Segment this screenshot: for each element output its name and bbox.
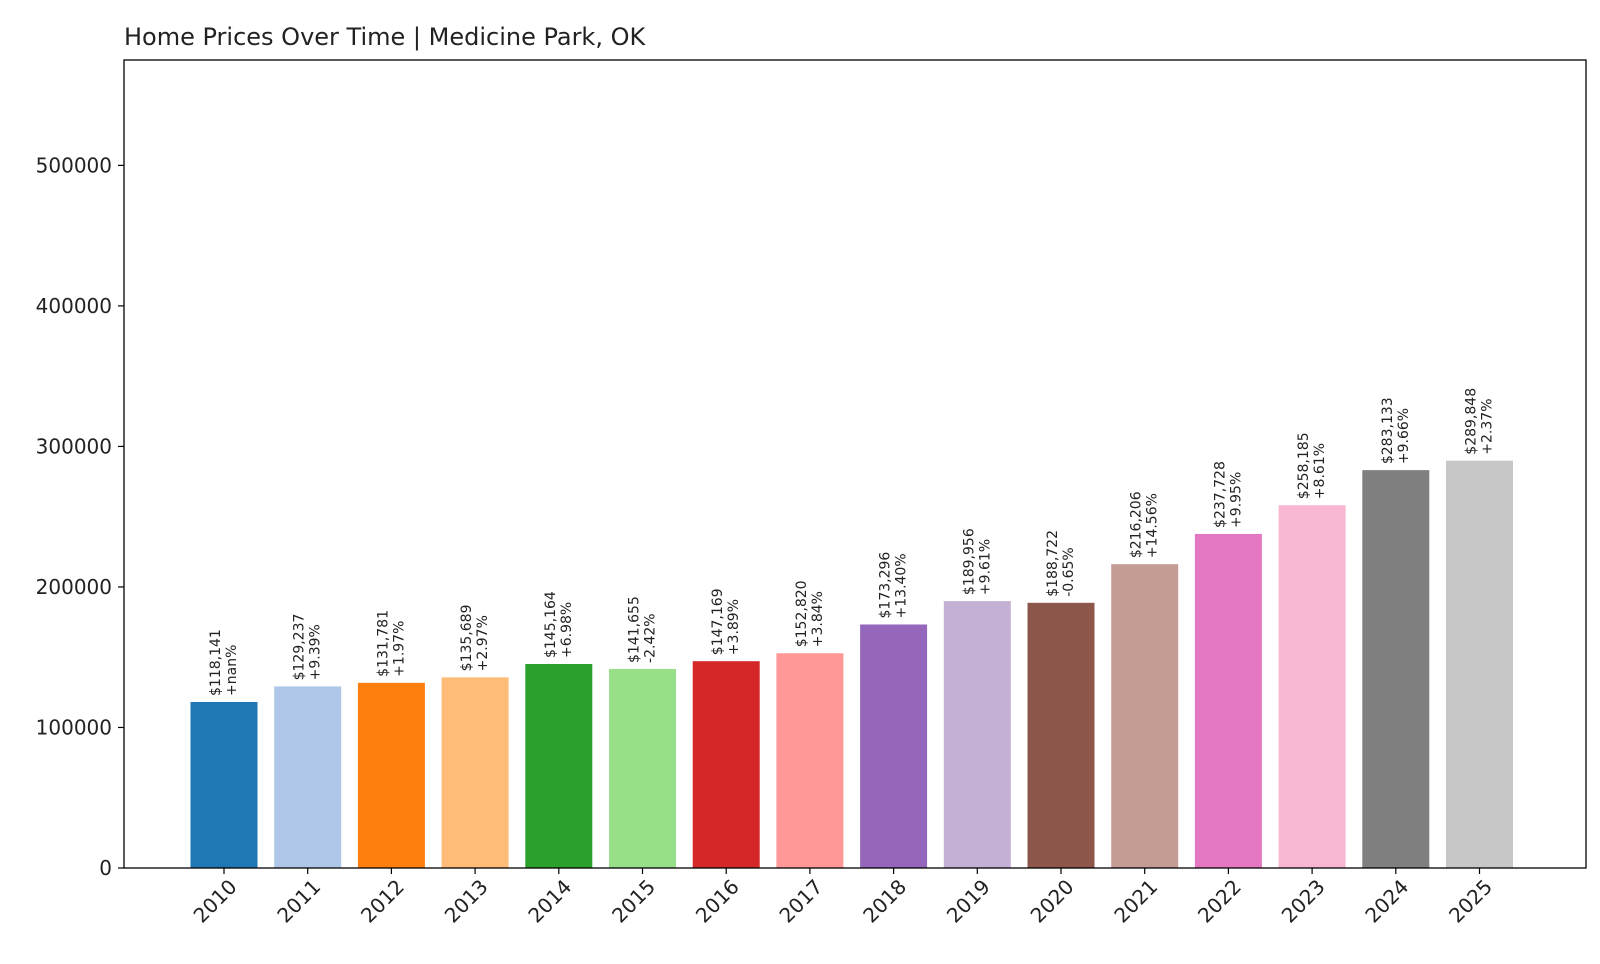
- y-tick-label: 200000: [36, 575, 112, 599]
- data-label-2012: $131,781 +1.97%: [375, 610, 407, 677]
- x-tick-label: 2022: [1193, 875, 1246, 928]
- change-label: +9.66%: [1396, 408, 1412, 464]
- x-tick-label: 2012: [356, 875, 409, 928]
- price-label: $216,206: [1129, 491, 1145, 558]
- bar-2018: [860, 624, 928, 868]
- price-label: $131,781: [375, 610, 391, 677]
- change-label: +2.37%: [1480, 398, 1496, 454]
- bar-2016: [692, 661, 760, 868]
- y-tick-label: 0: [99, 856, 112, 880]
- change-label: +3.89%: [726, 599, 742, 655]
- x-tick-label: 2020: [1026, 875, 1079, 928]
- bar-2010: [190, 701, 258, 868]
- x-tick-label: 2024: [1360, 875, 1413, 928]
- data-label-2010: $118,141 +nan%: [208, 629, 240, 696]
- y-tick-label: 100000: [36, 715, 112, 739]
- x-tick-label: 2013: [440, 875, 493, 928]
- bars-layer: [190, 460, 1513, 868]
- data-label-2013: $135,689 +2.97%: [459, 605, 491, 672]
- data-label-2024: $283,133 +9.66%: [1380, 397, 1412, 464]
- y-tick-label: 500000: [36, 153, 112, 177]
- data-label-2021: $216,206 +14.56%: [1129, 491, 1161, 558]
- change-label: +6.98%: [559, 602, 575, 658]
- bar-2020: [1027, 602, 1095, 868]
- x-tick-label: 2021: [1109, 875, 1162, 928]
- chart-title: Home Prices Over Time | Medicine Park, O…: [124, 23, 646, 51]
- data-label-2015: $141,655 -2.42%: [627, 596, 659, 663]
- price-label: $189,956: [961, 528, 977, 595]
- x-tick-label: 2011: [272, 875, 325, 928]
- price-label: $258,185: [1296, 432, 1312, 499]
- price-label: $145,164: [543, 591, 559, 658]
- price-label: $283,133: [1380, 397, 1396, 464]
- x-tick-label: 2018: [858, 875, 911, 928]
- change-label: +9.95%: [1228, 472, 1244, 528]
- bar-2014: [525, 664, 593, 868]
- price-label: $135,689: [459, 605, 475, 672]
- price-label: $188,722: [1045, 530, 1061, 597]
- x-tick-label: 2025: [1444, 875, 1497, 928]
- price-label: $129,237: [292, 614, 308, 681]
- data-label-2011: $129,237 +9.39%: [292, 614, 324, 681]
- data-label-2023: $258,185 +8.61%: [1296, 432, 1328, 499]
- bar-2024: [1362, 470, 1430, 868]
- bar-2025: [1446, 460, 1513, 868]
- data-label-2019: $189,956 +9.61%: [961, 528, 993, 595]
- change-label: +9.39%: [308, 624, 324, 680]
- price-label: $152,820: [794, 580, 810, 647]
- data-label-2022: $237,728 +9.95%: [1212, 461, 1244, 528]
- y-tick-label: 400000: [36, 294, 112, 318]
- change-label: +14.56%: [1145, 493, 1161, 558]
- bar-2011: [274, 686, 342, 868]
- change-label: -0.65%: [1061, 547, 1077, 597]
- price-label: $118,141: [208, 629, 224, 696]
- x-tick-label: 2010: [189, 875, 242, 928]
- bar-2019: [943, 601, 1011, 868]
- change-label: +13.40%: [894, 553, 910, 618]
- x-tick-label: 2023: [1277, 875, 1330, 928]
- x-tick-label: 2015: [607, 875, 660, 928]
- price-label: $147,169: [710, 588, 726, 655]
- bar-2021: [1111, 564, 1179, 868]
- data-label-2020: $188,722 -0.65%: [1045, 530, 1077, 597]
- x-axis: 2010 2011 2012 2013 2014 2015 2016 2017 2018 2019…: [189, 868, 1497, 928]
- x-tick-label: 2017: [774, 875, 827, 928]
- change-label: -2.42%: [643, 613, 659, 663]
- change-label: +2.97%: [475, 615, 491, 671]
- x-tick-label: 2016: [691, 875, 744, 928]
- price-label: $289,848: [1464, 388, 1480, 455]
- bar-2017: [776, 653, 844, 868]
- data-label-2014: $145,164 +6.98%: [543, 591, 575, 658]
- data-label-2016: $147,169 +3.89%: [710, 588, 742, 655]
- data-label-2018: $173,296 +13.40%: [878, 552, 910, 619]
- x-tick-label: 2019: [942, 875, 995, 928]
- bar-2022: [1194, 533, 1262, 868]
- price-label: $141,655: [627, 596, 643, 663]
- data-label-2017: $152,820 +3.84%: [794, 580, 826, 647]
- bar-2015: [609, 668, 676, 868]
- y-tick-label: 300000: [36, 434, 112, 458]
- change-label: +1.97%: [391, 621, 407, 677]
- x-tick-label: 2014: [523, 875, 576, 928]
- y-axis: 0 100000 200000 300000 400000 500000: [36, 153, 124, 880]
- change-label: +9.61%: [977, 539, 993, 595]
- bar-2012: [357, 682, 425, 868]
- data-label-2025: $289,848 +2.37%: [1464, 388, 1496, 455]
- plot-area-frame: [123, 59, 1587, 869]
- price-label: $173,296: [878, 552, 894, 619]
- change-label: +3.84%: [810, 591, 826, 647]
- data-labels-layer: $118,141 +nan% $129,237 +9.39% $131,781 +1.97…: [208, 388, 1496, 696]
- bar-2013: [441, 677, 509, 868]
- price-label: $237,728: [1212, 461, 1228, 528]
- bar-2023: [1278, 505, 1346, 868]
- change-label: +nan%: [224, 645, 240, 696]
- change-label: +8.61%: [1312, 443, 1328, 499]
